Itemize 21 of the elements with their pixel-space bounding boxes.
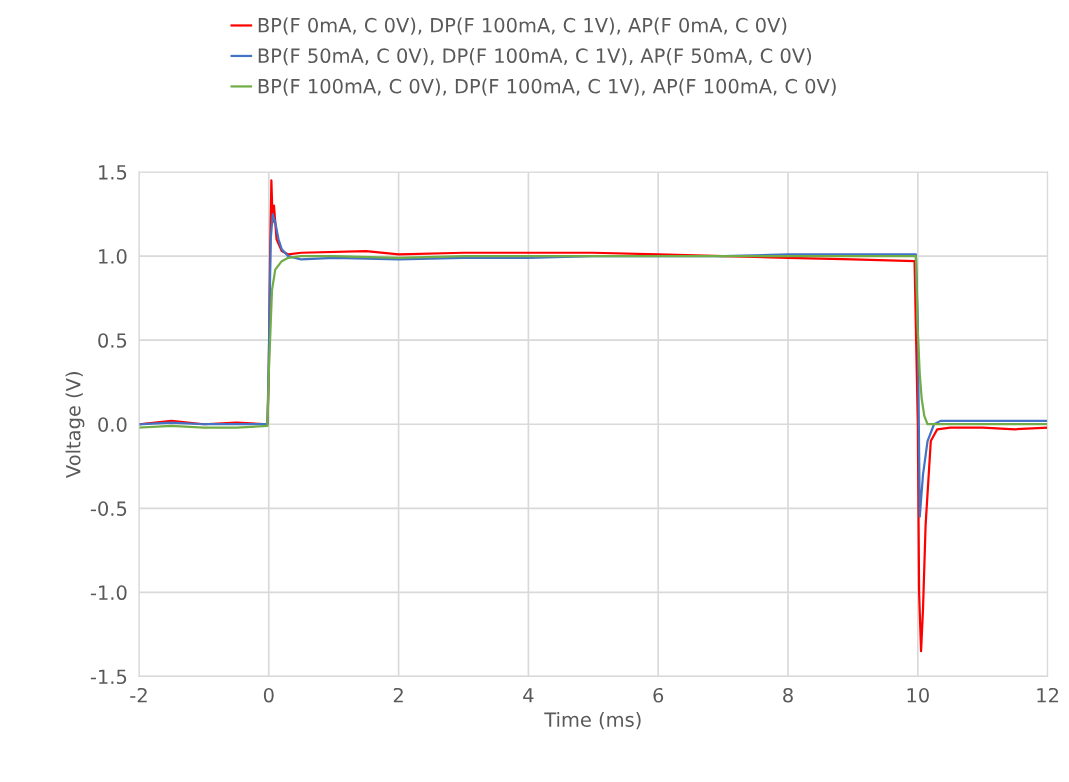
y-tick-label: 0.0 xyxy=(98,417,127,432)
y-tick-label: 0.5 xyxy=(98,333,127,348)
x-tick-label: 12 xyxy=(1037,687,1059,703)
y-tick-label: -1.5 xyxy=(90,669,127,685)
y-tick-label: 1.5 xyxy=(99,165,127,180)
x-tick-label: 8 xyxy=(783,687,793,703)
y-axis-title: Voltage (V) xyxy=(65,372,85,478)
x-tick-label: 0 xyxy=(263,687,274,703)
x-axis-title: Time (ms) xyxy=(544,711,641,730)
x-tick-label: 10 xyxy=(907,687,929,703)
x-tick-label: -2 xyxy=(130,687,147,703)
x-tick-label: 2 xyxy=(393,687,403,703)
legend-label: BP(F 50mA, C 0V), DP(F 100mA, C 1V), AP(F 50mA, C 0V) xyxy=(258,48,812,66)
x-tick-label: 6 xyxy=(653,687,664,703)
line-series xyxy=(138,255,1048,429)
y-tick-label: -0.5 xyxy=(90,501,127,516)
y-tick-label: 1.0 xyxy=(99,249,127,264)
x-tick-label: 4 xyxy=(523,688,534,703)
legend-label: BP(F 0mA, C 0V), DP(F 100mA, C 1V), AP(F 0mA, C 0V) xyxy=(258,17,787,35)
legend-label: BP(F 100mA, C 0V), DP(F 100mA, C 1V), AP(F 100mA, C 0V) xyxy=(258,78,836,96)
y-tick-label: -1.0 xyxy=(90,585,127,601)
